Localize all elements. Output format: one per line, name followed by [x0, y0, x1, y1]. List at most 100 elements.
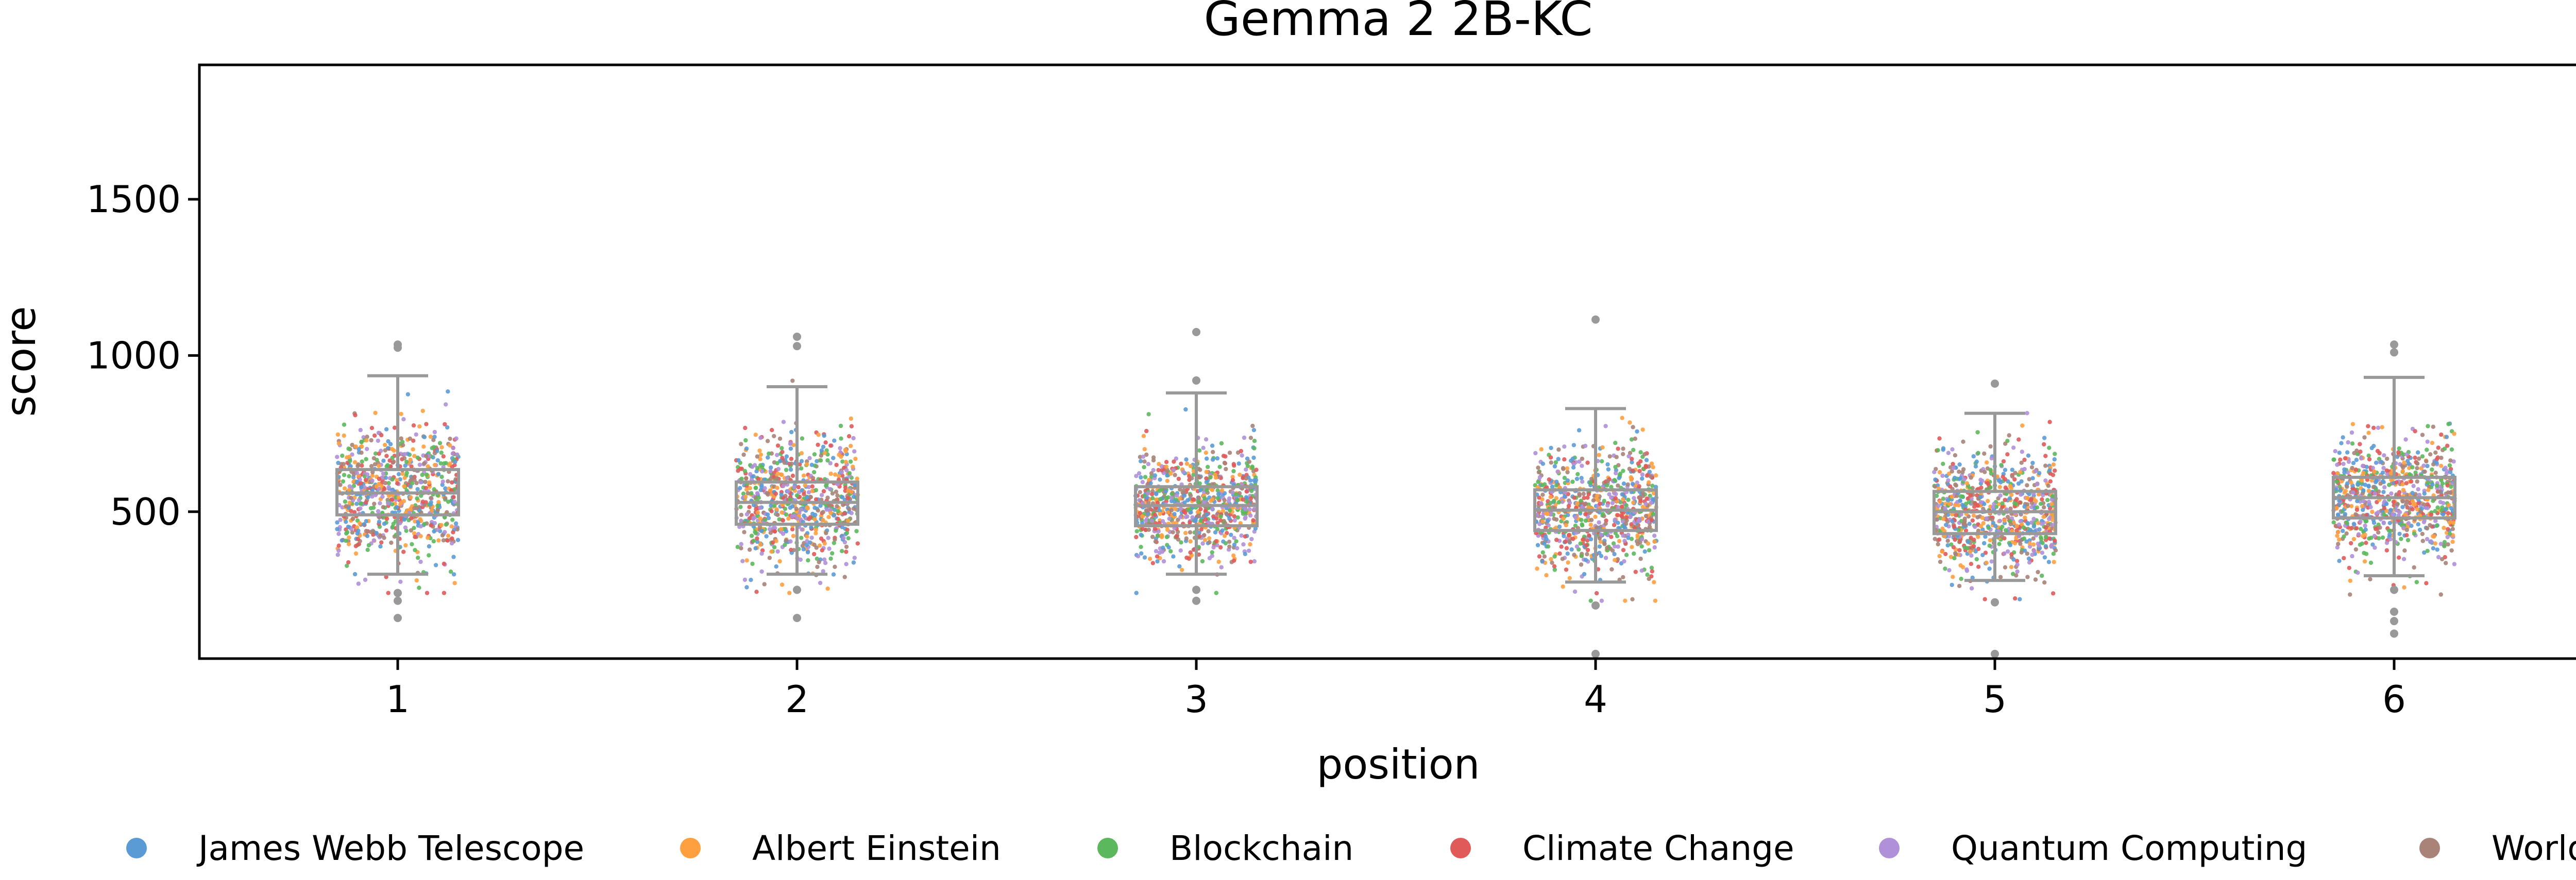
- scatter-point: [800, 488, 804, 493]
- scatter-point: [2415, 479, 2419, 484]
- scatter-point: [2336, 529, 2341, 534]
- scatter-point: [2438, 542, 2443, 546]
- scatter-point: [2037, 543, 2041, 548]
- scatter-point: [1248, 513, 1253, 518]
- scatter-point: [2353, 547, 2359, 552]
- scatter-point: [2004, 528, 2008, 532]
- scatter-point: [453, 521, 459, 526]
- scatter-point: [1575, 501, 1580, 506]
- scatter-point: [2037, 527, 2042, 532]
- scatter-point: [1144, 428, 1149, 434]
- scatter-point: [1252, 507, 1257, 511]
- scatter-point: [2381, 512, 2386, 516]
- scatter-point: [832, 438, 837, 443]
- scatter-point: [742, 530, 747, 534]
- scatter-point: [1134, 591, 1139, 595]
- outlier-point: [1591, 601, 1600, 610]
- scatter-point: [2420, 539, 2425, 543]
- scatter-point: [342, 422, 347, 427]
- scatter-point: [768, 469, 773, 474]
- scatter-point: [1957, 469, 1961, 474]
- scatter-point: [2422, 491, 2427, 496]
- scatter-point: [1176, 476, 1181, 481]
- scatter-point: [1616, 483, 1620, 488]
- scatter-point: [819, 536, 824, 541]
- scatter-point: [1556, 457, 1561, 461]
- outlier-point: [1991, 379, 1999, 388]
- scatter-point: [2368, 505, 2373, 509]
- scatter-point: [812, 517, 817, 522]
- scatter-point: [2009, 486, 2014, 491]
- scatter-point: [1535, 543, 1540, 547]
- scatter-point: [1222, 533, 1227, 538]
- scatter-point: [806, 485, 811, 490]
- scatter-point: [795, 516, 800, 521]
- scatter-point: [354, 525, 360, 530]
- scatter-point: [2006, 549, 2010, 554]
- outlier-point: [394, 596, 402, 605]
- scatter-point: [755, 491, 760, 496]
- scatter-point: [2027, 477, 2031, 481]
- scatter-point: [1196, 513, 1201, 519]
- scatter-point: [1201, 445, 1206, 450]
- scatter-point: [1964, 567, 1969, 572]
- scatter-point: [2404, 527, 2409, 532]
- scatter-point: [2403, 437, 2408, 442]
- scatter-point: [801, 473, 806, 478]
- scatter-point: [2036, 521, 2041, 525]
- scatter-point: [2446, 527, 2450, 531]
- scatter-point: [805, 534, 809, 539]
- scatter-point: [425, 591, 430, 595]
- scatter-point: [412, 526, 416, 530]
- scatter-point: [2426, 480, 2430, 485]
- scatter-point: [336, 531, 341, 537]
- scatter-point: [800, 527, 804, 532]
- scatter-point: [1226, 499, 1231, 504]
- scatter-point: [2345, 481, 2350, 486]
- scatter-point: [759, 529, 764, 533]
- scatter-point: [428, 502, 433, 507]
- scatter-point: [2358, 442, 2362, 446]
- scatter-point: [1998, 493, 2003, 498]
- scatter-point: [1549, 557, 1553, 562]
- scatter-point: [1938, 499, 1942, 504]
- scatter-point: [1155, 501, 1160, 505]
- scatter-point: [791, 533, 796, 539]
- scatter-point: [812, 542, 817, 547]
- legend-label: Blockchain: [1170, 829, 1353, 868]
- scatter-point: [2424, 459, 2429, 464]
- scatter-point: [825, 458, 830, 463]
- scatter-point: [449, 541, 454, 546]
- scatter-point: [2030, 553, 2035, 557]
- scatter-point: [1145, 495, 1149, 500]
- scatter-point: [2342, 470, 2347, 475]
- scatter-point: [2443, 465, 2448, 470]
- scatter-point: [358, 521, 362, 526]
- scatter-point: [788, 446, 793, 451]
- scatter-point: [347, 484, 352, 489]
- scatter-point: [769, 465, 773, 470]
- scatter-point: [2355, 571, 2360, 575]
- scatter-point: [2434, 523, 2439, 528]
- scatter-point: [830, 551, 835, 556]
- scatter-point: [379, 433, 384, 438]
- scatter-point: [2350, 465, 2354, 471]
- scatter-point: [1197, 530, 1201, 536]
- scatter-point: [432, 429, 437, 435]
- scatter-point: [443, 422, 447, 427]
- scatter-point: [1946, 478, 1951, 483]
- scatter-point: [1609, 567, 1614, 572]
- scatter-point: [2424, 581, 2429, 585]
- scatter-point: [2007, 433, 2011, 438]
- box-plot-5: [1933, 379, 2057, 658]
- scatter-point: [2415, 466, 2419, 471]
- scatter-point: [2013, 471, 2018, 475]
- scatter-point: [2381, 465, 2386, 471]
- scatter-point: [441, 454, 446, 459]
- scatter-point: [1564, 567, 1569, 572]
- scatter-point: [771, 540, 775, 545]
- scatter-point: [1536, 465, 1540, 470]
- scatter-point: [400, 443, 405, 447]
- scatter-point: [769, 549, 774, 554]
- scatter-point: [2388, 508, 2393, 512]
